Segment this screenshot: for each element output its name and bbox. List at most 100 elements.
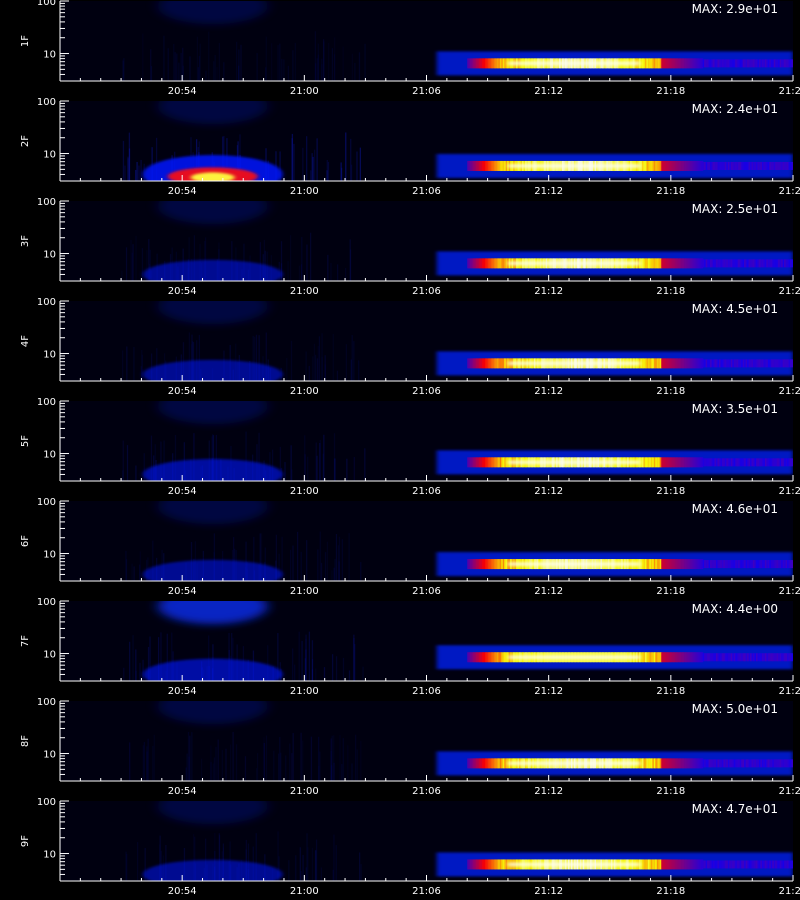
band-column — [501, 258, 504, 269]
noise-streak — [351, 763, 353, 781]
noise-streak — [122, 470, 124, 481]
band-column — [643, 758, 646, 769]
band-column — [484, 358, 488, 369]
band-column — [790, 161, 793, 170]
band-column — [499, 457, 502, 468]
noise-streak — [188, 237, 190, 281]
band-column — [640, 652, 643, 663]
band-column — [717, 259, 720, 268]
band-column — [652, 559, 655, 570]
band-column — [715, 359, 719, 368]
noise-streak — [192, 834, 195, 881]
band-column — [680, 559, 683, 570]
band-column — [649, 58, 652, 69]
x-tick-label: 21:00 — [290, 586, 319, 597]
band-column — [718, 359, 722, 368]
band-column — [711, 860, 714, 869]
x-tick-label: 21:12 — [534, 686, 563, 697]
band-column — [681, 559, 685, 570]
band-column — [643, 160, 646, 171]
noise-streak — [255, 334, 258, 381]
band-column — [791, 161, 793, 170]
band-column — [781, 59, 784, 68]
band-column — [505, 652, 508, 663]
noise-streak — [291, 138, 293, 181]
band-column — [761, 653, 764, 662]
noise-streak — [199, 43, 201, 81]
band-column — [773, 161, 776, 170]
band-column — [689, 358, 692, 369]
band-column — [723, 860, 726, 869]
band-column — [652, 160, 655, 171]
noise-streak — [360, 562, 362, 581]
noise-streak — [125, 550, 127, 581]
noise-streak — [311, 847, 314, 881]
noise-streak — [156, 348, 158, 381]
band-column — [640, 58, 643, 69]
band-column — [742, 560, 745, 569]
noise-streak — [354, 644, 356, 681]
band-column — [787, 860, 790, 869]
band-column — [467, 258, 470, 269]
band-column — [742, 59, 745, 68]
noise-streak — [214, 54, 216, 81]
band-column — [490, 258, 493, 269]
band-column — [673, 457, 676, 468]
band-column — [653, 160, 656, 171]
band-column — [646, 58, 649, 69]
band-column — [776, 161, 779, 170]
band-column — [652, 358, 655, 369]
band-column — [674, 58, 677, 69]
noise-streak — [157, 637, 160, 681]
band-column — [676, 652, 679, 663]
band-column — [644, 160, 647, 171]
band-column — [744, 161, 747, 170]
main-band-core — [507, 163, 641, 168]
noise-streak — [126, 346, 128, 381]
band-column — [788, 560, 791, 569]
band-column — [776, 759, 779, 768]
noise-streak — [289, 549, 292, 581]
band-column — [692, 559, 695, 570]
noise-streak — [330, 738, 332, 781]
band-column — [791, 860, 793, 869]
band-column — [757, 560, 760, 569]
band-column — [779, 560, 782, 569]
band-column — [723, 759, 726, 768]
band-column — [733, 359, 736, 368]
band-column — [677, 258, 680, 269]
band-column — [664, 58, 667, 69]
band-column — [674, 358, 677, 369]
band-column — [692, 652, 695, 663]
band-column — [474, 559, 477, 570]
band-column — [784, 59, 787, 68]
band-column — [482, 652, 485, 663]
band-column — [713, 458, 716, 467]
noise-streak — [258, 335, 260, 381]
band-column — [652, 457, 655, 468]
band-column — [678, 652, 682, 663]
band-column — [778, 59, 781, 68]
band-column — [721, 161, 725, 170]
band-column — [770, 653, 773, 662]
band-column — [745, 359, 748, 368]
band-column — [656, 160, 659, 171]
noise-streak — [211, 436, 213, 481]
band-column — [704, 458, 707, 467]
x-tick-label: 21:24 — [779, 786, 800, 797]
band-column — [502, 859, 505, 870]
band-column — [678, 457, 682, 468]
band-column — [477, 358, 480, 369]
band-column — [659, 358, 662, 369]
band-column — [767, 860, 770, 869]
noise-streak — [287, 261, 289, 281]
noise-streak — [320, 867, 323, 881]
band-column — [748, 653, 751, 662]
band-column — [766, 759, 769, 768]
band-column — [745, 259, 748, 268]
band-column — [505, 859, 508, 870]
y-tick-label: 100 — [37, 397, 56, 408]
noise-streak — [245, 541, 247, 581]
band-column — [644, 652, 647, 663]
noise-streak — [142, 745, 144, 781]
